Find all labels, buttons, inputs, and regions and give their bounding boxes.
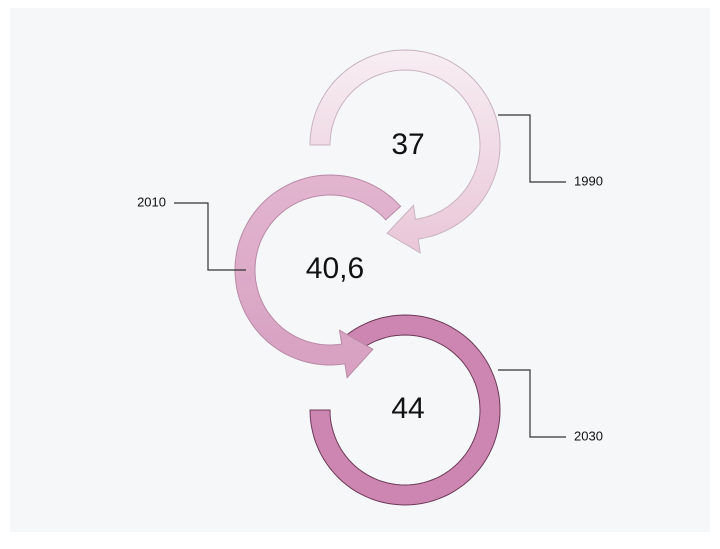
ring-2030 [309, 314, 501, 506]
value-2010: 40,6 [306, 252, 364, 285]
year-2010: 2010 [137, 194, 166, 209]
value-2030: 44 [391, 392, 424, 425]
leader-2030 [498, 369, 566, 438]
rings [234, 49, 501, 506]
panel [10, 8, 710, 532]
ring-1990 [309, 49, 501, 254]
leader-2010 [174, 202, 246, 271]
year-2030: 2030 [574, 428, 603, 443]
year-1990: 1990 [574, 173, 603, 188]
value-1990: 37 [391, 128, 424, 161]
ring-2010 [234, 174, 402, 379]
leader-1990 [498, 114, 566, 183]
